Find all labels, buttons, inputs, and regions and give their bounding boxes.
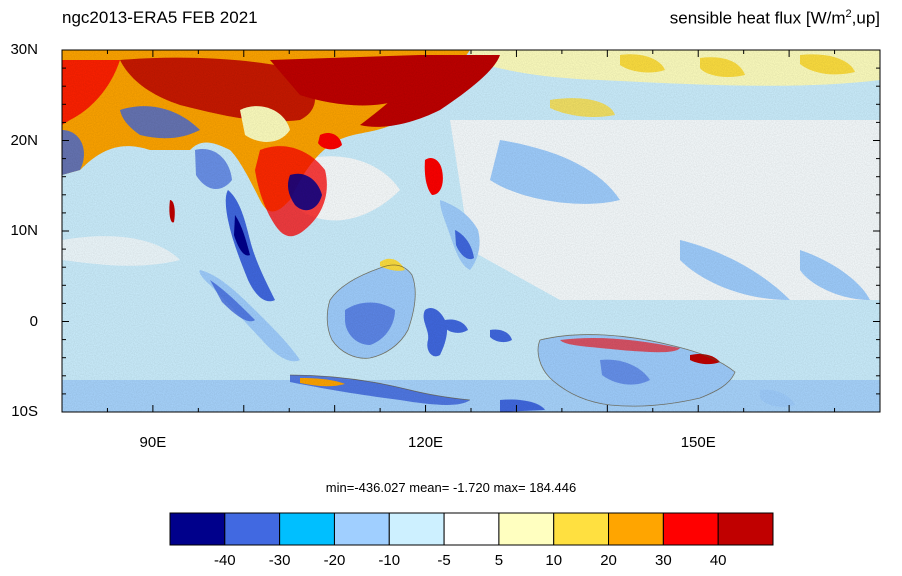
axis-ticks [61,49,881,413]
title-right-suffix: ,up] [851,8,880,28]
plot-title-left: ngc2013-ERA5 FEB 2021 [62,8,258,27]
x-tick-label: 90E [139,434,167,451]
colorbar-swatch [333,512,390,546]
map-field [62,50,880,412]
coastline-new-guinea [537,334,736,407]
colorbar-label: 30 [655,552,672,569]
y-tick-label: 10N [10,222,38,239]
colorbar-label: 20 [600,552,617,569]
colorbar [169,512,774,546]
y-tick-label: 30N [10,41,38,58]
colorbar-swatch [717,512,774,546]
colorbar-label: -30 [268,552,291,569]
colorbar-swatch [443,512,500,546]
colorbar-swatch [224,512,281,546]
colorbar-swatch [608,512,664,546]
colorbar-label: -5 [437,552,451,569]
title-right-superscript: 2 [845,8,852,20]
stats-summary: min=-436.027 mean= -1.720 max= 184.446 [325,480,577,495]
coastline-borneo [326,264,416,359]
colorbar-swatch [279,512,335,546]
coastline-java [289,374,471,401]
y-tick-label: 10S [11,403,38,420]
y-tick-label: 20N [10,131,38,149]
coastlines [289,264,736,407]
colorbar-swatch [169,512,226,546]
y-tick-label: 0 [29,312,38,330]
colorbar-label: -20 [323,552,346,569]
colorbar-swatch [553,512,610,546]
colorbar-label: -40 [213,552,236,569]
plot-title-right: sensible heat flux [W/m2,up] [670,8,880,29]
colorbar-label: 5 [494,552,504,569]
colorbar-label: 10 [545,552,563,569]
x-tick-label: 150E [680,434,716,451]
colorbar-label: -10 [378,552,401,569]
x-tick-label: 120E [408,434,444,451]
title-right-prefix: sensible heat flux [W/m [669,8,846,28]
colorbar-label: 40 [709,552,727,569]
colorbar-swatch [498,512,555,546]
texture-overlay [62,50,880,412]
colorbar-swatch [388,512,445,546]
colorbar-swatch [662,512,719,546]
